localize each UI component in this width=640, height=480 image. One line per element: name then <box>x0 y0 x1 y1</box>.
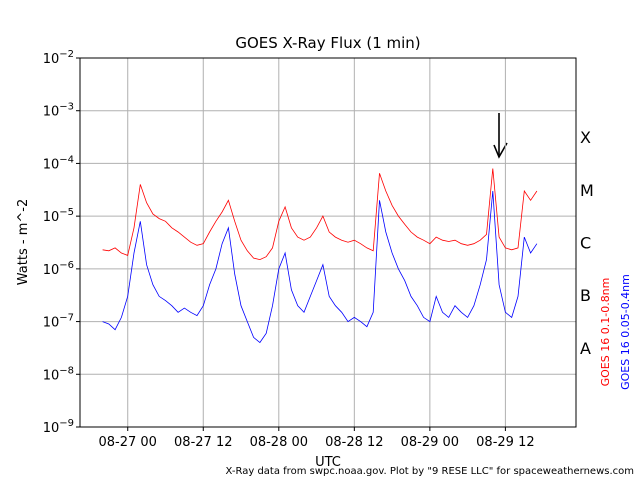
x-tick-label: 08-27 12 <box>174 435 232 450</box>
x-tick-label: 08-28 00 <box>250 435 308 450</box>
legend-entry: GOES 16 0.1-0.8nm <box>599 278 612 387</box>
annotation: X-Ray data from swpc.noaa.gov. Plot by "… <box>226 466 634 477</box>
flare-class-label: B <box>580 286 591 305</box>
flare-class-label: A <box>580 339 591 358</box>
y-tick-label: 10−4 <box>43 154 74 172</box>
flare-class-label: M <box>580 181 594 200</box>
x-axis-label: UTC <box>315 455 341 470</box>
legend-entry: GOES 16 0.05-0.4nm <box>619 274 632 390</box>
x-tick-label: 08-28 12 <box>325 435 383 450</box>
y-tick-label: 10−3 <box>43 102 74 120</box>
flare-class-label: C <box>580 234 591 253</box>
chart-title: GOES X-Ray Flux (1 min) <box>235 34 420 52</box>
flare-arrow <box>493 113 508 159</box>
y-tick-label: 10−7 <box>43 313 74 331</box>
data-line <box>102 190 538 344</box>
plot-frame <box>79 57 577 428</box>
y-tick-label: 10−9 <box>43 418 74 436</box>
x-tick-label: 08-29 12 <box>476 435 534 450</box>
y-tick-label: 10−5 <box>43 207 74 225</box>
x-tick-label: 08-29 00 <box>401 435 459 450</box>
y-tick-label: 10−2 <box>43 49 74 67</box>
y-tick-label: 10−6 <box>43 260 74 278</box>
y-axis-label: Watts - m^-2 <box>16 199 31 285</box>
data-line <box>102 168 538 261</box>
flare-class-label: X <box>580 128 591 147</box>
y-tick-label: 10−8 <box>43 365 74 383</box>
x-tick-label: 08-27 00 <box>99 435 157 450</box>
